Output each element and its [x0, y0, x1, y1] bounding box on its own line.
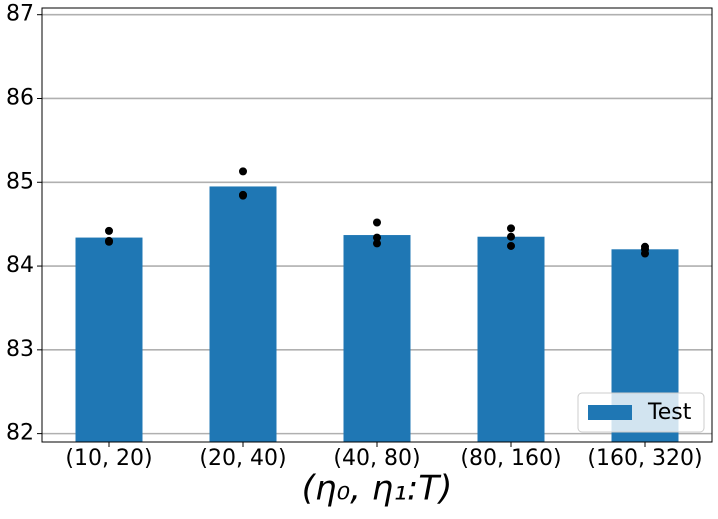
- run-point: [507, 232, 515, 241]
- x-tick-label: (160, 320): [587, 446, 702, 471]
- bar: [75, 237, 143, 442]
- y-tick-label: 83: [6, 337, 34, 362]
- legend-swatch: [588, 405, 632, 420]
- run-point: [507, 224, 515, 233]
- x-axis-label: (η₀, η₁:T): [302, 469, 453, 509]
- bar: [343, 235, 411, 442]
- run-point: [641, 249, 649, 258]
- y-tick-label: 86: [6, 85, 34, 110]
- run-point: [105, 226, 113, 235]
- run-point: [239, 191, 247, 200]
- bar: [477, 236, 545, 442]
- x-tick-label: (20, 40): [199, 446, 286, 471]
- y-tick-label: 87: [6, 2, 34, 27]
- run-point: [373, 218, 381, 227]
- y-tick-label: 85: [6, 169, 34, 194]
- run-point: [239, 167, 247, 176]
- run-point: [373, 239, 381, 248]
- run-point: [373, 233, 381, 242]
- legend-box: [577, 392, 705, 433]
- x-tick-label: (80, 160): [460, 446, 561, 471]
- legend-label: Test: [647, 400, 692, 425]
- axes-frame: [41, 7, 713, 443]
- run-point: [507, 241, 515, 250]
- y-tick-label: 82: [6, 421, 34, 446]
- bar: [209, 186, 277, 442]
- y-tick-label: 84: [6, 253, 34, 278]
- x-tick-label: (10, 20): [65, 446, 152, 471]
- x-tick-label: (40, 80): [333, 446, 420, 471]
- run-point: [105, 237, 113, 246]
